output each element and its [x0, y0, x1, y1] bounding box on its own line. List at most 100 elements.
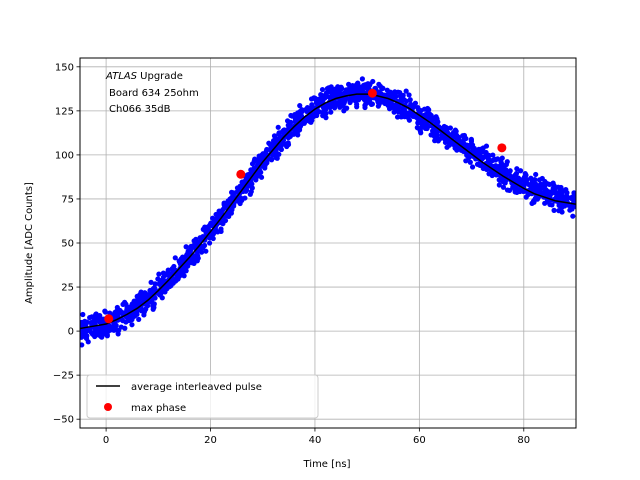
- scatter-point: [297, 103, 303, 109]
- scatter-point: [532, 181, 538, 187]
- scatter-point: [156, 271, 162, 277]
- scatter-point: [533, 171, 539, 178]
- scatter-point: [469, 164, 476, 170]
- scatter-point: [571, 193, 576, 200]
- scatter-point: [406, 92, 412, 98]
- scatter-point: [318, 92, 324, 98]
- scatter-point: [175, 276, 181, 282]
- scatter-point: [325, 102, 331, 108]
- scatter-point: [226, 213, 232, 220]
- scatter-point: [428, 132, 434, 138]
- scatter-point: [500, 184, 507, 190]
- scatter-point: [214, 216, 220, 222]
- scatter-point: [338, 97, 345, 103]
- scatter-point: [164, 272, 170, 278]
- scatter-point: [111, 327, 117, 333]
- scatter-point: [91, 318, 97, 324]
- scatter-point: [461, 136, 467, 142]
- scatter-point: [308, 119, 314, 125]
- scatter-point: [126, 305, 133, 311]
- y-axis: −50 −25 0 25 50 75 100 125 150: [53, 62, 80, 426]
- scatter-point: [274, 155, 280, 161]
- y-tick-label: 100: [55, 150, 74, 161]
- scatter-point: [417, 120, 423, 126]
- scatter-point: [297, 108, 303, 115]
- scatter-point: [512, 189, 518, 195]
- scatter-point: [434, 120, 440, 126]
- scatter-point: [309, 102, 315, 108]
- scatter-point: [466, 155, 472, 161]
- scatter-point: [332, 86, 338, 92]
- scatter-point: [559, 209, 565, 215]
- x-tick-label: 60: [413, 435, 426, 446]
- scatter-point: [308, 96, 315, 102]
- annotation: ATLAS Upgrade Board 634 25ohm Ch066 35dB: [105, 71, 199, 115]
- scatter-point: [376, 81, 382, 87]
- scatter-point: [222, 217, 229, 224]
- scatter-point: [496, 163, 502, 170]
- scatter-point: [80, 333, 84, 339]
- scatter-point: [247, 191, 253, 197]
- scatter-point: [152, 281, 158, 287]
- scatter-point: [570, 213, 576, 219]
- scatter-point: [359, 76, 365, 82]
- scatter-point: [433, 127, 439, 133]
- scatter-point: [492, 157, 499, 163]
- scatter-point: [447, 125, 454, 131]
- scatter-point: [332, 90, 338, 96]
- scatter-point: [485, 155, 491, 161]
- scatter-point: [184, 261, 190, 267]
- scatter-point: [524, 176, 530, 183]
- scatter-point: [394, 106, 400, 112]
- scatter-point: [129, 322, 135, 328]
- scatter-point: [328, 109, 334, 115]
- scatter-point: [183, 253, 190, 259]
- scatter-point: [192, 241, 198, 247]
- scatter-point: [289, 113, 295, 119]
- scatter-point: [102, 331, 108, 337]
- scatter-point: [338, 84, 344, 90]
- scatter-point: [517, 168, 524, 174]
- scatter-point: [319, 86, 326, 93]
- scatter-point: [215, 229, 221, 235]
- y-axis-label: Amplitude [ADC Counts]: [24, 182, 35, 304]
- scatter-point: [418, 107, 424, 114]
- scatter-point: [89, 314, 95, 320]
- scatter-point: [157, 277, 163, 284]
- scatter-point: [380, 85, 386, 91]
- scatter-point: [362, 102, 368, 108]
- scatter-point: [330, 101, 336, 107]
- annotation-board: Board 634 25ohm: [109, 88, 199, 99]
- annotation-upgrade: Upgrade: [137, 71, 183, 82]
- scatter-point: [116, 310, 122, 316]
- scatter-point: [119, 317, 125, 323]
- max-phase-point: [497, 143, 507, 153]
- x-tick-label: 40: [309, 435, 322, 446]
- scatter-point: [517, 188, 523, 195]
- scatter-point: [288, 123, 294, 129]
- scatter-point: [258, 174, 265, 180]
- scatter-point: [297, 123, 304, 129]
- scatter-point: [500, 177, 506, 183]
- scatter-point: [553, 195, 559, 201]
- scatter-point: [142, 290, 148, 296]
- scatter-point: [162, 289, 168, 295]
- scatter-point: [268, 156, 274, 162]
- scatter-point: [259, 153, 265, 159]
- scatter-point: [341, 108, 347, 114]
- scatter-point: [320, 97, 326, 104]
- y-tick-label: 150: [55, 62, 74, 73]
- scatter-point: [478, 146, 484, 152]
- x-tick-label: 0: [103, 435, 109, 446]
- scatter-point: [183, 244, 189, 250]
- scatter-point: [550, 180, 556, 186]
- scatter-point: [385, 91, 392, 97]
- scatter-point: [464, 143, 471, 149]
- scatter-point: [99, 326, 105, 332]
- scatter-point: [366, 82, 372, 88]
- scatter-point: [255, 172, 261, 178]
- scatter-point: [468, 138, 475, 145]
- scatter-point: [255, 157, 261, 163]
- scatter-point: [496, 182, 502, 188]
- scatter-point: [141, 312, 147, 318]
